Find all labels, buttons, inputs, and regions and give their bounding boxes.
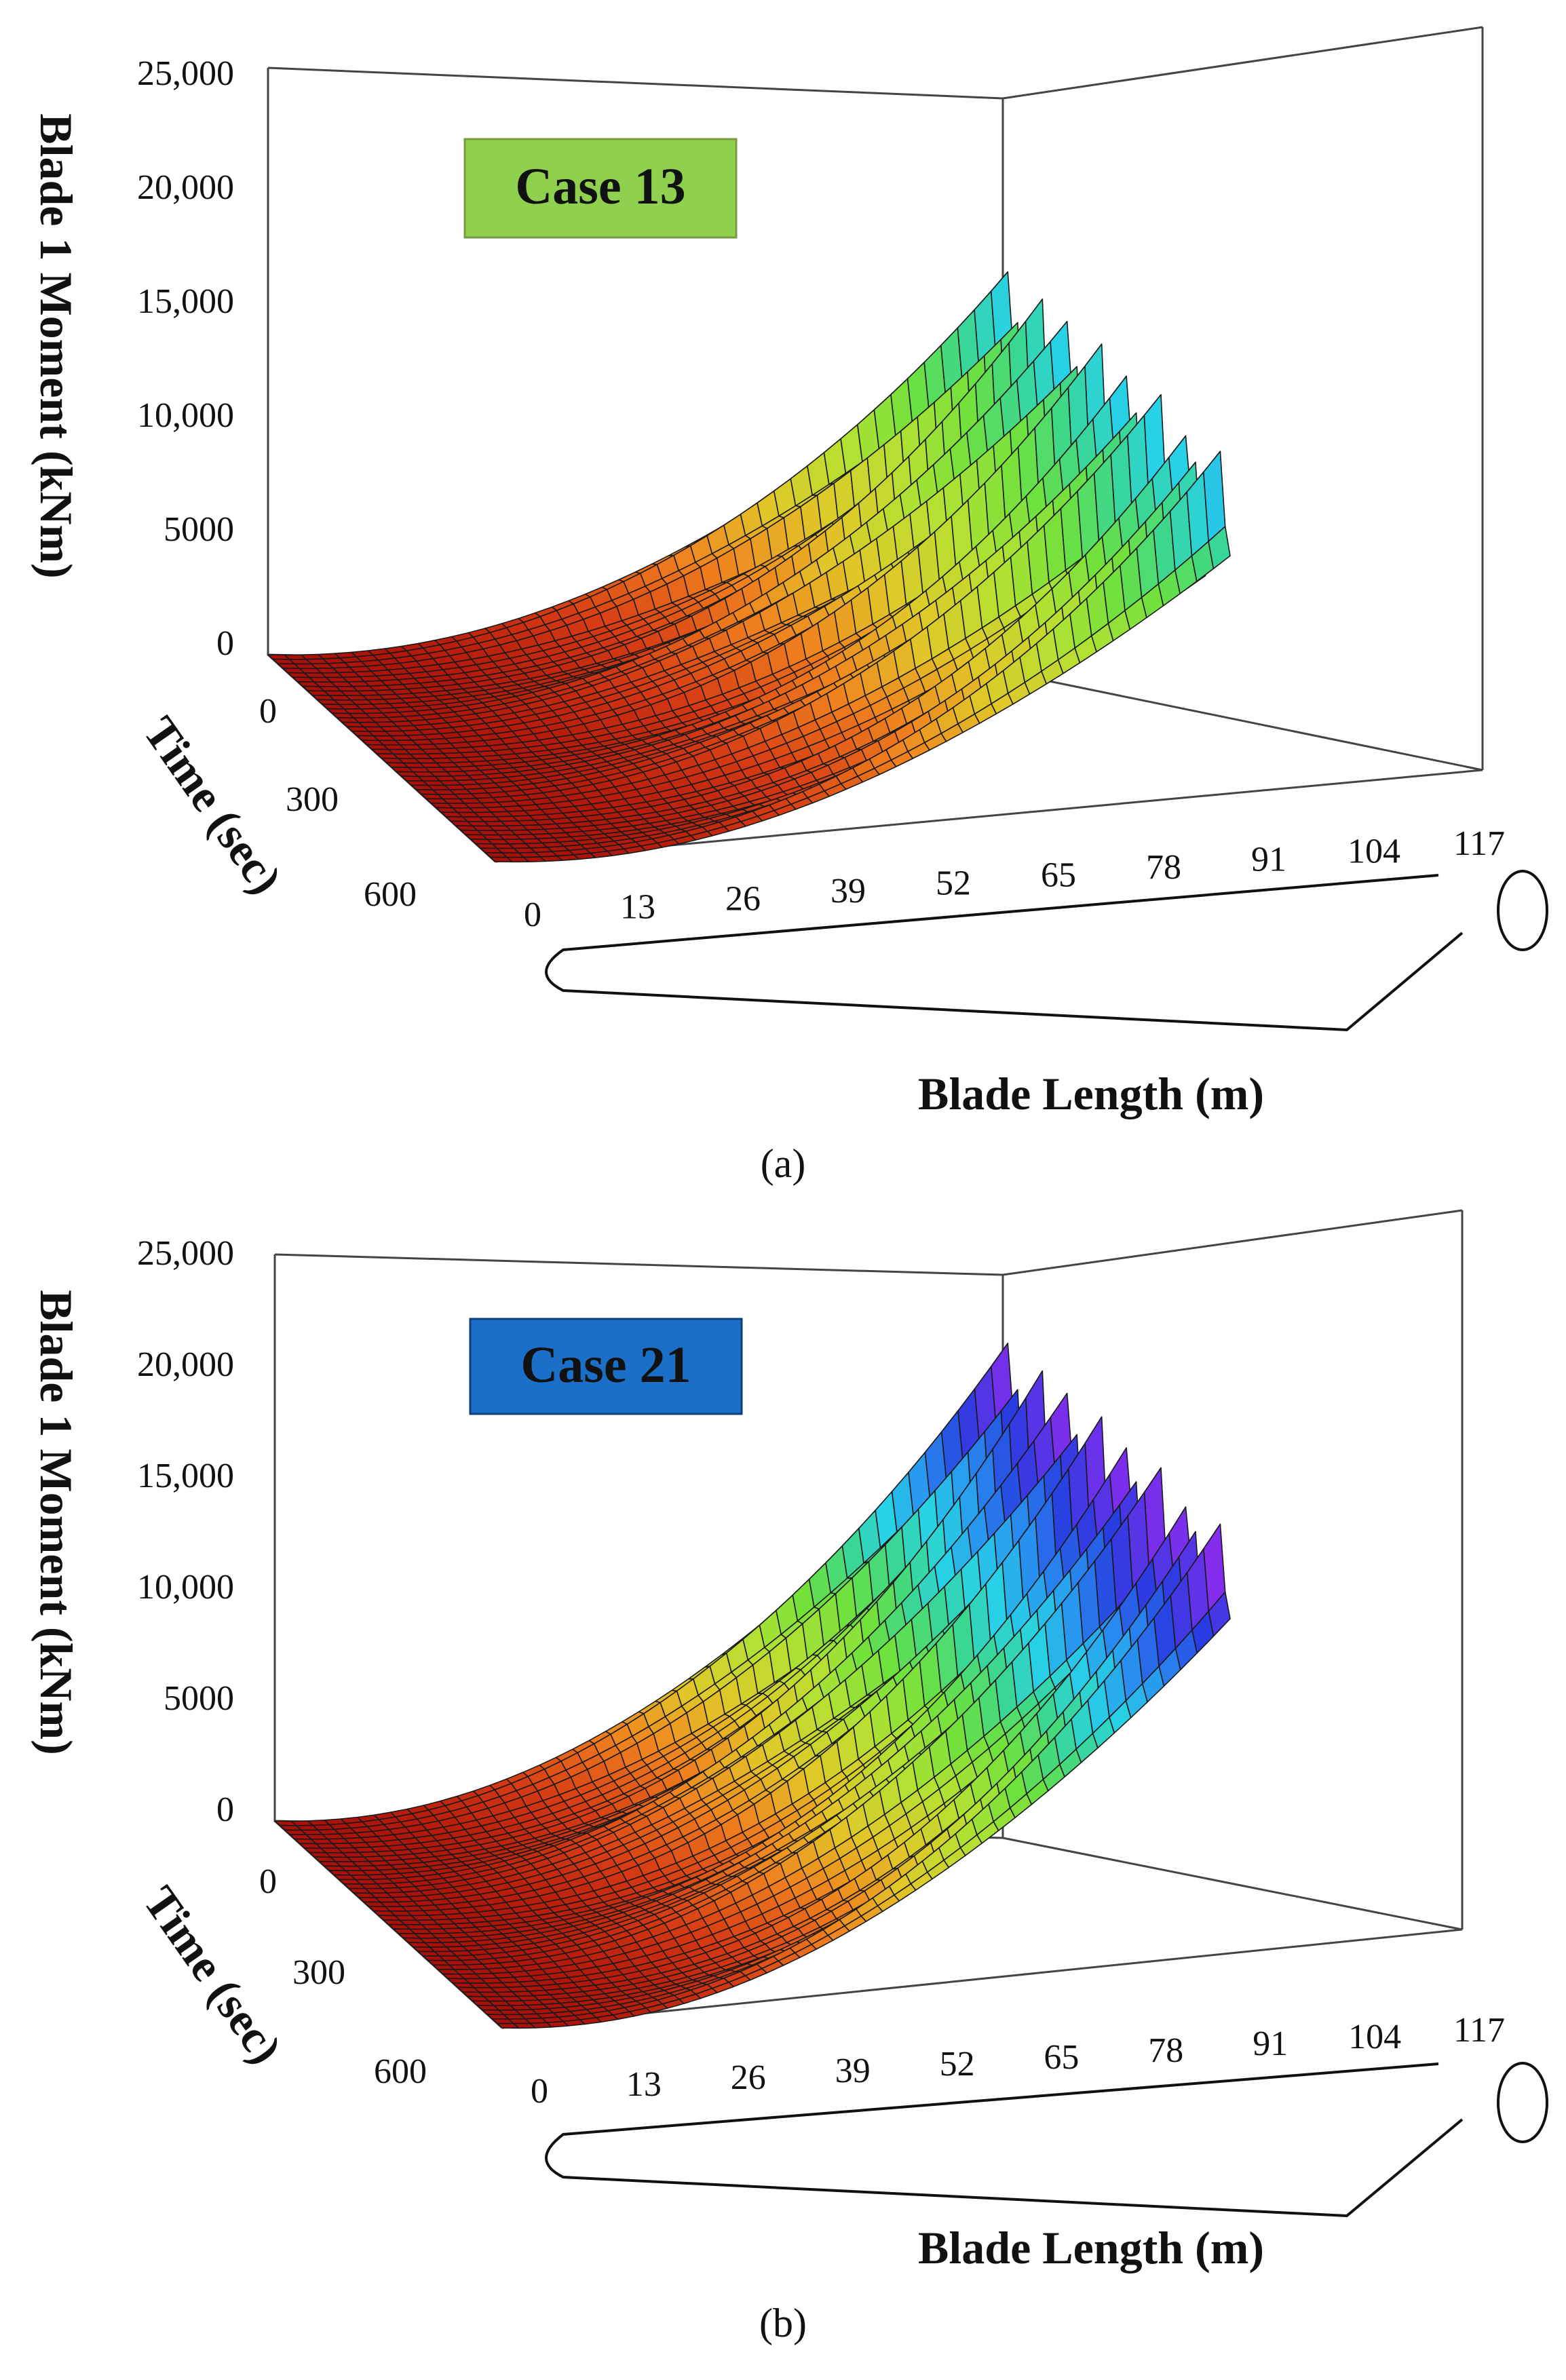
panel-caption: (b)	[759, 2301, 807, 2345]
x-tick-label: 117	[1453, 2011, 1505, 2050]
x-tick-label: 39	[835, 2052, 871, 2090]
surface-cell	[1208, 526, 1231, 570]
frame-top-back	[274, 1253, 1004, 1276]
case-label-box: Case 13	[463, 138, 738, 239]
frame-top-side	[1002, 26, 1483, 100]
surface-chart-a: 25,000 20,000 15,000 10,000 5000 0 Blade…	[31, 26, 1548, 1186]
blade-root-ellipse	[1497, 2062, 1548, 2143]
panel-caption: (a)	[761, 1141, 806, 1186]
z-tick-label: 15,000	[137, 1457, 234, 1495]
panel-b: 25,000 20,000 15,000 10,000 5000 0 Blade…	[0, 1190, 1566, 2380]
z-tick-label: 0	[216, 624, 234, 663]
case-label-background	[463, 138, 738, 239]
blade-outline	[545, 870, 1548, 1032]
z-axis-ticks: 25,000 20,000 15,000 10,000 5000 0	[137, 54, 234, 663]
blade-outline	[545, 2062, 1548, 2218]
panel-a: 25,000 20,000 15,000 10,000 5000 0 Blade…	[31, 26, 1548, 1186]
x-axis-ticks: 0 13 26 39 52 65 78 91 104 117	[531, 2011, 1505, 2111]
z-axis-ticks: 25,000 20,000 15,000 10,000 5000 0	[137, 1234, 234, 1829]
surface-plot	[274, 1343, 1231, 2029]
z-tick-label: 10,000	[137, 396, 234, 435]
x-tick-label: 52	[940, 2045, 975, 2084]
x-tick-label: 78	[1148, 2031, 1183, 2070]
z-tick-label: 5000	[164, 1679, 234, 1718]
surface-cell	[1208, 1591, 1231, 1637]
x-tick-label: 13	[620, 887, 655, 926]
frame-top-back	[267, 66, 1004, 100]
x-tick-label: 91	[1251, 840, 1286, 879]
z-tick-label: 20,000	[137, 1345, 234, 1384]
case-label: Case 13	[515, 158, 685, 215]
x-tick-label: 65	[1044, 2038, 1079, 2077]
z-tick-label: 10,000	[137, 1568, 234, 1607]
x-tick-label: 26	[725, 880, 761, 919]
x-tick-label: 104	[1348, 832, 1400, 871]
frame-front-floor	[501, 1928, 1463, 2029]
y-tick-label: 300	[286, 780, 339, 819]
surface-chart-b: 25,000 20,000 15,000 10,000 5000 0 Blade…	[31, 1209, 1548, 2345]
y-axis-ticks: 0 300 600	[259, 1862, 427, 2091]
surface-plot	[267, 271, 1231, 863]
z-tick-label: 20,000	[137, 168, 234, 207]
z-axis-title: Blade 1 Moment (kNm)	[31, 1290, 82, 1755]
x-tick-label: 65	[1041, 856, 1076, 895]
case-label-box: Case 21	[469, 1318, 743, 1415]
case-label: Case 21	[520, 1337, 691, 1394]
x-axis-title: Blade Length (m)	[918, 1068, 1264, 1119]
y-axis-title: Time (sec)	[134, 1877, 292, 2073]
x-axis-title: Blade Length (m)	[918, 2222, 1264, 2273]
x-tick-label: 0	[524, 896, 541, 934]
x-tick-label: 117	[1453, 824, 1505, 863]
z-tick-label: 25,000	[137, 54, 234, 93]
x-tick-label: 26	[731, 2058, 766, 2097]
y-tick-label: 0	[259, 692, 277, 731]
x-tick-label: 39	[830, 872, 866, 910]
case-label-background	[469, 1318, 743, 1415]
y-tick-label: 600	[374, 2052, 427, 2091]
x-tick-label: 91	[1253, 2024, 1288, 2063]
blade-shape	[545, 2062, 1464, 2218]
x-tick-label: 78	[1146, 848, 1181, 887]
z-tick-label: 5000	[164, 510, 234, 549]
y-tick-label: 300	[292, 1953, 345, 1992]
frame-top-side	[1002, 1209, 1463, 1276]
x-tick-label: 52	[936, 864, 971, 902]
x-axis-ticks: 0 13 26 39 52 65 78 91 104 117	[524, 824, 1505, 934]
blade-root-ellipse	[1497, 870, 1548, 951]
y-axis-ticks: 0 300 600	[259, 692, 417, 914]
z-tick-label: 0	[216, 1790, 234, 1829]
y-tick-label: 600	[364, 875, 417, 914]
x-tick-label: 13	[626, 2065, 662, 2104]
y-axis-title: Time (sec)	[134, 708, 292, 903]
z-tick-label: 25,000	[137, 1234, 234, 1273]
x-tick-label: 0	[531, 2072, 548, 2111]
z-axis-title: Blade 1 Moment (kNm)	[31, 113, 82, 579]
x-tick-label: 104	[1348, 2018, 1401, 2056]
blade-shape	[545, 874, 1464, 1032]
y-tick-label: 0	[259, 1862, 277, 1901]
z-tick-label: 15,000	[137, 282, 234, 321]
